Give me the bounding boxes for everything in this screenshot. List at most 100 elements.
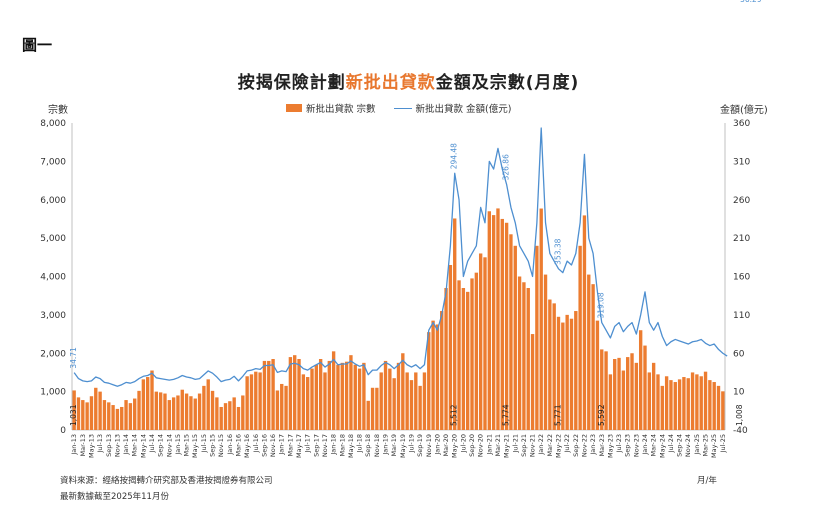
x-tick-label: Mar-20: [442, 434, 450, 456]
bar: [414, 372, 418, 430]
bar: [716, 385, 721, 430]
bar: [366, 400, 370, 430]
bar: [569, 318, 574, 430]
x-axis-unit: 月/年: [697, 476, 717, 486]
bar: [280, 383, 284, 430]
bar: [712, 382, 716, 430]
x-tick-label: Nov-24: [684, 434, 692, 457]
bar: [431, 320, 435, 430]
bar: [453, 218, 457, 430]
bar: [535, 245, 539, 430]
bar: [660, 385, 664, 430]
bar: [249, 374, 254, 430]
bar: [158, 392, 163, 430]
bar: [210, 390, 215, 430]
bar: [297, 359, 301, 430]
amount-line: [73, 127, 728, 387]
x-tick-label: Sep-21: [520, 434, 528, 457]
x-tick-label: May-17: [295, 434, 303, 458]
bar: [357, 368, 362, 430]
bar: [72, 390, 76, 430]
bar: [673, 382, 677, 430]
bar: [591, 284, 595, 430]
x-tick-label: Mar-23: [598, 434, 606, 456]
x-tick-label: Jul-14: [148, 434, 156, 453]
right-tick-label: 160: [733, 273, 750, 283]
x-tick-label: Jul-24: [667, 434, 675, 453]
bar: [565, 314, 569, 430]
x-tick-label: Jul-20: [459, 434, 467, 453]
bar: [708, 380, 712, 430]
x-tick-label: Jul-15: [200, 434, 208, 453]
bar: [379, 372, 383, 430]
bar: [418, 385, 422, 430]
bar-value-label: 5,592: [597, 404, 606, 426]
chart-title-part-3: 金額及宗數(月度): [435, 73, 580, 93]
bar: [388, 368, 392, 430]
left-tick-label: 7,000: [40, 157, 66, 167]
bar: [236, 406, 241, 430]
x-tick-label: Nov-20: [477, 434, 485, 457]
bar: [634, 362, 639, 430]
x-tick-label: May-21: [503, 434, 511, 458]
x-tick-label: Jan-13: [70, 434, 78, 456]
x-tick-label: Sep-20: [468, 434, 476, 457]
x-tick-label: Mar-21: [494, 434, 502, 456]
x-tick-label: May-25: [710, 434, 718, 458]
x-tick-label: Jan-15: [174, 434, 182, 456]
x-tick-label: Sep-14: [157, 434, 165, 457]
x-tick-label: Nov-18: [373, 434, 381, 457]
x-tick-label: Jan-18: [330, 434, 338, 456]
bar: [383, 360, 388, 430]
bar: [284, 385, 288, 430]
bar: [184, 393, 189, 430]
bar: [370, 387, 375, 430]
x-tick-label: Nov-17: [321, 434, 329, 457]
x-tick-label: May-23: [606, 434, 614, 458]
x-tick-label: Mar-15: [183, 434, 191, 456]
bar-value-label: 1,031: [69, 404, 78, 426]
bar-value-label: 5,774: [502, 404, 511, 426]
bar: [223, 403, 228, 430]
bar: [293, 355, 297, 430]
bar: [107, 402, 111, 430]
bar: [150, 370, 154, 430]
left-tick-label: 4,000: [40, 273, 66, 283]
bar: [500, 218, 504, 430]
x-tick-label: Jan-16: [226, 434, 234, 456]
chart-title: 按揭保險計劃新批出貸款金額及宗數(月度): [0, 68, 817, 93]
x-tick-label: Jan-23: [589, 434, 597, 456]
bar: [669, 380, 673, 430]
x-tick-label: May-24: [658, 434, 666, 458]
bar: [228, 401, 232, 430]
bar: [613, 359, 617, 430]
bar: [98, 391, 102, 430]
bar-value-label: 1,008: [735, 404, 744, 426]
bar: [396, 362, 401, 430]
x-tick-label: Sep-16: [260, 434, 268, 457]
right-axis-title: 金額(億元): [720, 105, 768, 116]
legend-swatch-bars: [286, 104, 302, 112]
x-tick-label: Nov-23: [632, 434, 640, 457]
bar: [444, 288, 448, 430]
bar: [349, 355, 353, 430]
bar: [145, 377, 150, 430]
bar: [331, 351, 336, 430]
line-value-label: 319.08: [597, 292, 606, 318]
right-tick-label: 10: [733, 388, 745, 398]
bar: [595, 320, 600, 430]
x-tick-label: Sep-17: [312, 434, 320, 457]
left-tick-label: 6,000: [40, 196, 66, 206]
x-tick-label: Jan-17: [278, 434, 286, 456]
x-tick-label: May-15: [191, 434, 199, 458]
line-value-label: 56.29: [740, 0, 762, 4]
bar: [405, 372, 409, 430]
bar: [245, 376, 249, 430]
bar: [677, 379, 682, 430]
x-tick-label: May-18: [347, 434, 355, 458]
bar: [517, 276, 522, 430]
x-tick-label: Jan-22: [537, 434, 545, 456]
bar: [474, 272, 479, 430]
bar: [137, 390, 141, 430]
